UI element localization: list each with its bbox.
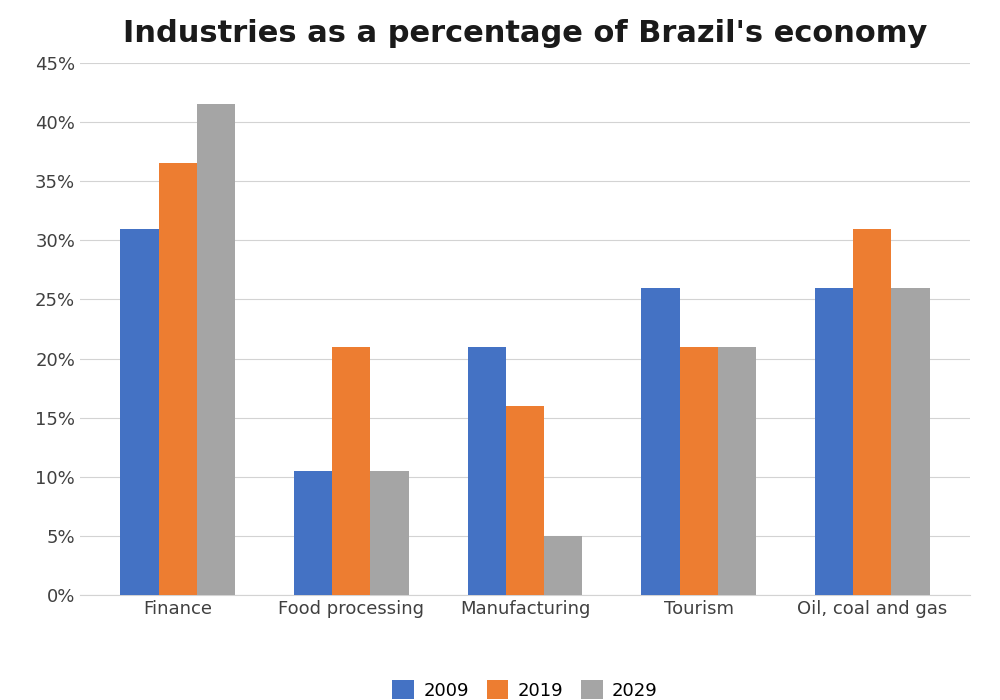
Title: Industries as a percentage of Brazil's economy: Industries as a percentage of Brazil's e… (123, 19, 927, 48)
Bar (468, 346, 506, 595)
Bar (332, 346, 370, 595)
Bar (680, 346, 718, 595)
Bar (641, 288, 680, 595)
Bar (815, 288, 853, 595)
Bar (506, 406, 544, 595)
Bar (853, 228, 891, 595)
Bar (718, 346, 756, 595)
Bar (294, 471, 332, 595)
Legend: 2009, 2019, 2029: 2009, 2019, 2029 (385, 673, 665, 700)
Bar (544, 536, 582, 595)
Bar (370, 471, 409, 595)
Bar (120, 228, 159, 595)
Bar (891, 288, 930, 595)
Bar (197, 104, 235, 595)
Bar (159, 164, 197, 595)
